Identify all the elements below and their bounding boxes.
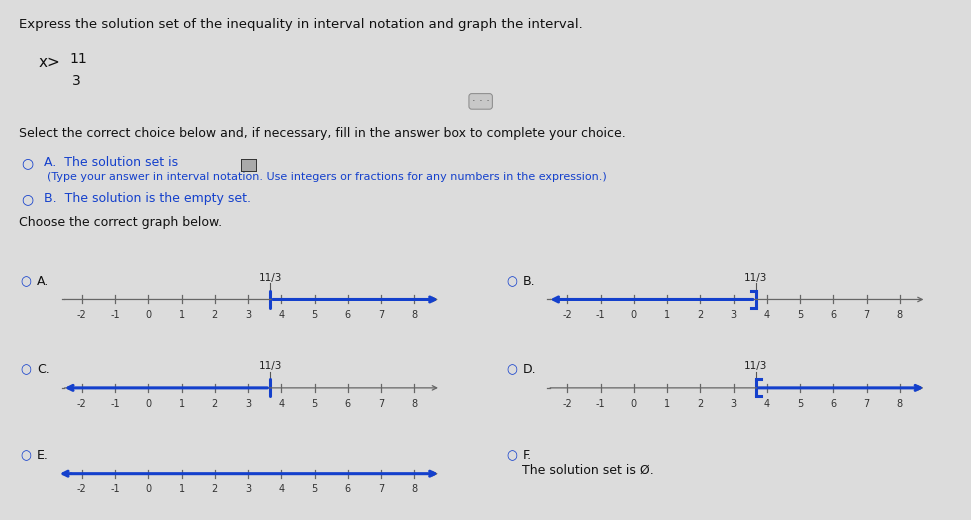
Text: 6: 6 [345, 310, 351, 320]
Text: Select the correct choice below and, if necessary, fill in the answer box to com: Select the correct choice below and, if … [19, 127, 626, 140]
Text: 7: 7 [863, 399, 870, 409]
Text: B.: B. [522, 275, 535, 288]
Text: 11: 11 [70, 52, 87, 66]
Text: -2: -2 [77, 399, 86, 409]
Text: ○: ○ [21, 156, 33, 170]
Text: 1: 1 [179, 310, 184, 320]
Text: -1: -1 [596, 310, 605, 320]
Text: -1: -1 [596, 399, 605, 409]
Text: 2: 2 [697, 399, 703, 409]
Text: ○: ○ [20, 363, 31, 376]
Text: 5: 5 [797, 310, 803, 320]
Text: 8: 8 [411, 310, 418, 320]
Text: 0: 0 [631, 310, 637, 320]
Text: 5: 5 [312, 310, 318, 320]
Text: ○: ○ [506, 363, 517, 376]
Text: C.: C. [37, 363, 50, 376]
Text: ○: ○ [506, 275, 517, 288]
Text: 7: 7 [863, 310, 870, 320]
Text: 2: 2 [212, 485, 218, 495]
Text: 2: 2 [212, 399, 218, 409]
Text: -1: -1 [111, 310, 119, 320]
Text: -2: -2 [77, 310, 86, 320]
Text: (Type your answer in interval notation. Use integers or fractions for any number: (Type your answer in interval notation. … [47, 172, 606, 181]
Text: 5: 5 [312, 399, 318, 409]
Text: -1: -1 [111, 399, 119, 409]
Text: 3: 3 [245, 399, 251, 409]
Text: ○: ○ [20, 275, 31, 288]
Text: Express the solution set of the inequality in interval notation and graph the in: Express the solution set of the inequali… [19, 18, 584, 31]
Text: A.  The solution set is: A. The solution set is [44, 156, 178, 169]
Text: 4: 4 [279, 485, 285, 495]
Text: -2: -2 [562, 399, 572, 409]
Text: 2: 2 [697, 310, 703, 320]
Text: 5: 5 [312, 485, 318, 495]
Text: Choose the correct graph below.: Choose the correct graph below. [19, 216, 222, 229]
Text: 11/3: 11/3 [744, 272, 767, 282]
Text: 7: 7 [378, 310, 385, 320]
Text: 6: 6 [345, 485, 351, 495]
Text: 7: 7 [378, 485, 385, 495]
Text: ○: ○ [506, 449, 517, 462]
Text: 0: 0 [146, 310, 151, 320]
Text: 4: 4 [764, 399, 770, 409]
Text: -1: -1 [111, 485, 119, 495]
Text: 1: 1 [179, 485, 184, 495]
Text: 8: 8 [411, 485, 418, 495]
Text: 1: 1 [664, 310, 670, 320]
Text: 7: 7 [378, 399, 385, 409]
Text: 0: 0 [146, 485, 151, 495]
Text: 6: 6 [345, 399, 351, 409]
Text: 0: 0 [146, 399, 151, 409]
Text: A.: A. [37, 275, 50, 288]
Text: 6: 6 [830, 310, 836, 320]
Text: E.: E. [37, 449, 49, 462]
Text: 3: 3 [72, 74, 81, 88]
Text: 3: 3 [730, 310, 737, 320]
Text: · · ·: · · · [472, 96, 489, 107]
Text: 3: 3 [730, 399, 737, 409]
Text: F.: F. [522, 449, 531, 462]
Text: 6: 6 [830, 399, 836, 409]
Text: 8: 8 [896, 399, 903, 409]
Text: 0: 0 [631, 399, 637, 409]
Text: ○: ○ [20, 449, 31, 462]
Text: D.: D. [522, 363, 536, 376]
Text: 3: 3 [245, 310, 251, 320]
Text: 3: 3 [245, 485, 251, 495]
Text: 4: 4 [764, 310, 770, 320]
Text: 8: 8 [896, 310, 903, 320]
Text: -2: -2 [77, 485, 86, 495]
Text: 1: 1 [179, 399, 184, 409]
Text: ○: ○ [21, 192, 33, 206]
Text: 11/3: 11/3 [258, 361, 282, 371]
Text: 8: 8 [411, 399, 418, 409]
Text: 11/3: 11/3 [744, 361, 767, 371]
Text: B.  The solution is the empty set.: B. The solution is the empty set. [44, 192, 251, 205]
Text: 1: 1 [664, 399, 670, 409]
Text: x>: x> [39, 55, 60, 70]
Text: -2: -2 [562, 310, 572, 320]
Text: 5: 5 [797, 399, 803, 409]
Text: The solution set is Ø.: The solution set is Ø. [522, 464, 654, 477]
Text: 11/3: 11/3 [258, 272, 282, 282]
Text: 2: 2 [212, 310, 218, 320]
Text: 4: 4 [279, 399, 285, 409]
Text: 4: 4 [279, 310, 285, 320]
